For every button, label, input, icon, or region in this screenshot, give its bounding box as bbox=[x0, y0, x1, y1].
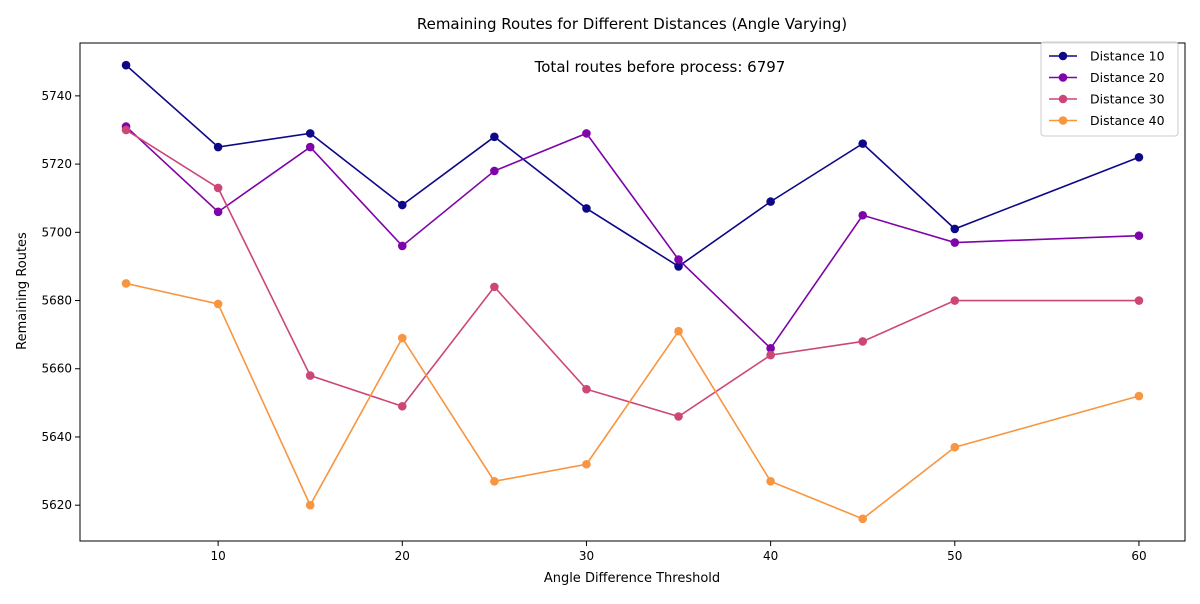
legend-marker bbox=[1058, 116, 1068, 125]
x-tick-label: 30 bbox=[579, 549, 594, 563]
plot-frame bbox=[79, 42, 1186, 542]
y-axis-label: Remaining Routes bbox=[15, 232, 30, 350]
legend-marker bbox=[1058, 94, 1068, 104]
data-point bbox=[858, 210, 868, 220]
legend-label: Distance 10 bbox=[1090, 49, 1165, 64]
data-point bbox=[1134, 296, 1144, 305]
data-point bbox=[582, 129, 591, 138]
series-layer bbox=[121, 60, 1144, 524]
series-1 bbox=[121, 60, 1144, 271]
y-tick-label: 5680 bbox=[41, 294, 72, 308]
data-point bbox=[766, 197, 775, 206]
y-tick-label: 5620 bbox=[41, 498, 72, 512]
data-point bbox=[950, 224, 960, 234]
data-point bbox=[674, 412, 683, 421]
legend-item: Distance 30 bbox=[1049, 92, 1165, 107]
data-point bbox=[397, 333, 407, 343]
data-point bbox=[305, 500, 315, 510]
legend-marker bbox=[1058, 51, 1068, 61]
x-axis-label: Angle Difference Threshold bbox=[544, 571, 720, 586]
legend: Distance 10 Distance 20 Distance 30 Distanc… bbox=[1040, 41, 1179, 137]
data-point bbox=[490, 282, 499, 292]
data-point bbox=[121, 125, 131, 135]
x-tick-label: 50 bbox=[947, 549, 962, 563]
data-point bbox=[305, 142, 315, 152]
data-point bbox=[674, 326, 683, 336]
data-point bbox=[397, 401, 407, 411]
data-point bbox=[213, 207, 223, 217]
legend-box bbox=[1040, 41, 1179, 137]
data-point bbox=[582, 204, 591, 213]
y-tick-label: 5740 bbox=[41, 89, 72, 103]
y-tick-label: 5640 bbox=[41, 430, 72, 444]
data-point bbox=[858, 514, 868, 524]
total-routes-annotation: Total routes before process: 6797 bbox=[534, 58, 786, 76]
legend-item: Distance 10 bbox=[1049, 49, 1165, 64]
data-point bbox=[1134, 391, 1144, 401]
data-point bbox=[1134, 152, 1144, 162]
data-point bbox=[213, 142, 223, 152]
data-point bbox=[950, 442, 960, 452]
data-point bbox=[950, 238, 960, 247]
x-tick-label: 40 bbox=[763, 549, 778, 563]
legend-item: Distance 20 bbox=[1049, 70, 1165, 85]
series-2 bbox=[121, 122, 1144, 353]
data-point bbox=[397, 200, 407, 210]
legend-marker bbox=[1058, 73, 1068, 82]
data-point bbox=[490, 166, 499, 176]
legend-label: Distance 30 bbox=[1090, 92, 1165, 107]
series-4 bbox=[121, 279, 1144, 524]
data-point bbox=[121, 60, 131, 70]
legend-label: Distance 20 bbox=[1090, 70, 1165, 85]
data-point bbox=[121, 279, 131, 288]
y-tick-label: 5660 bbox=[41, 362, 72, 376]
legend-item: Distance 40 bbox=[1049, 113, 1165, 128]
data-point bbox=[950, 296, 960, 305]
x-tick-label: 60 bbox=[1131, 549, 1146, 563]
data-point bbox=[674, 262, 683, 271]
data-point bbox=[582, 384, 591, 394]
data-point bbox=[213, 183, 223, 193]
data-point bbox=[858, 337, 868, 346]
axes-ticks: 10 20 30 40 50 60 5620 5640 5660 5680 5700 5720 5740 bbox=[41, 89, 1146, 563]
chart-title: Remaining Routes for Different Distances… bbox=[417, 15, 847, 33]
data-point bbox=[213, 299, 223, 309]
data-point bbox=[766, 477, 775, 486]
data-point bbox=[766, 350, 775, 360]
data-point bbox=[582, 459, 591, 469]
data-point bbox=[490, 132, 499, 142]
data-point bbox=[1134, 231, 1144, 241]
y-tick-label: 5720 bbox=[41, 157, 72, 171]
series-3 bbox=[121, 125, 1144, 421]
x-tick-label: 20 bbox=[395, 549, 410, 563]
data-point bbox=[490, 477, 499, 486]
data-point bbox=[858, 139, 868, 148]
legend-label: Distance 40 bbox=[1090, 113, 1165, 128]
data-point bbox=[674, 255, 683, 264]
y-tick-label: 5700 bbox=[41, 225, 72, 239]
data-point bbox=[305, 129, 315, 138]
x-tick-label: 10 bbox=[210, 549, 225, 563]
data-point bbox=[397, 241, 407, 251]
data-point bbox=[766, 343, 775, 353]
data-point bbox=[305, 371, 315, 380]
